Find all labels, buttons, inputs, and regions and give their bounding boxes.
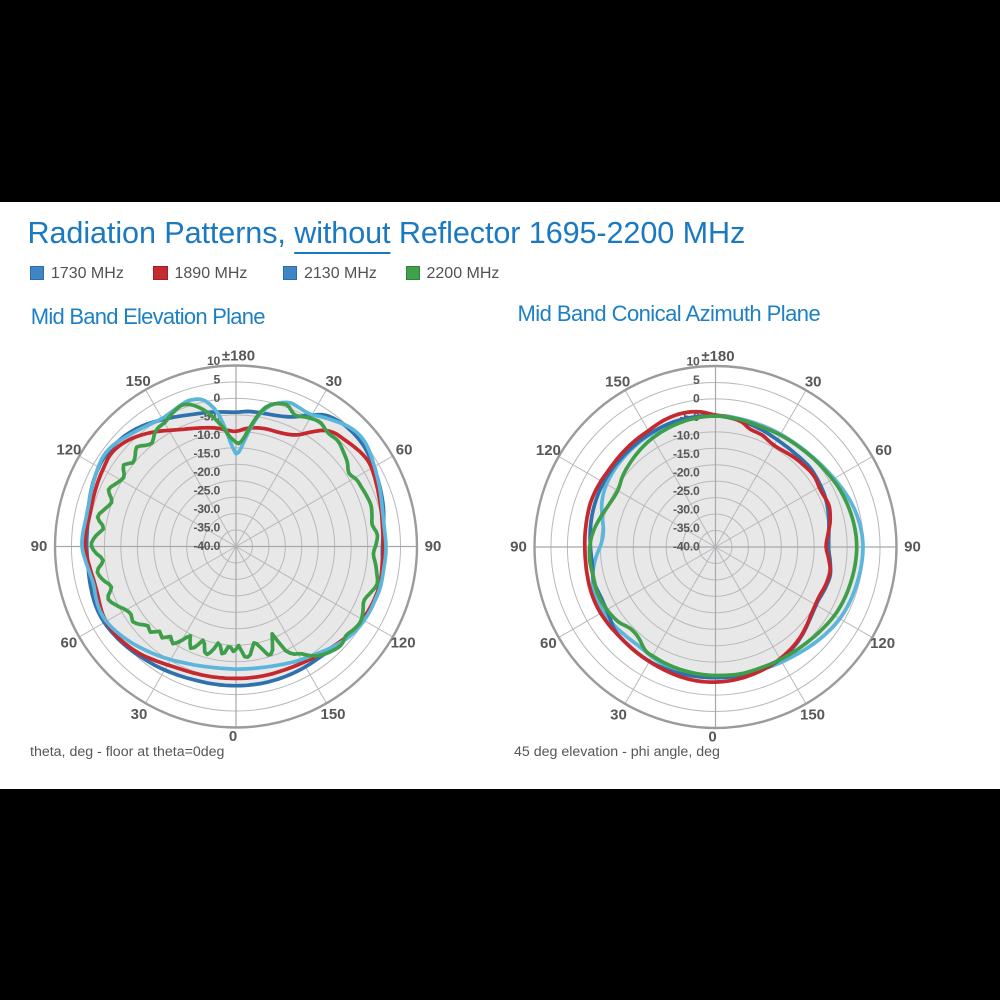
svg-text:-30.0: -30.0 — [673, 503, 700, 517]
svg-text:0: 0 — [708, 729, 716, 746]
svg-text:60: 60 — [396, 442, 413, 459]
svg-text:±180: ±180 — [222, 348, 255, 365]
svg-text:0: 0 — [693, 392, 700, 406]
svg-text:5: 5 — [213, 373, 220, 387]
svg-text:-25.0: -25.0 — [193, 484, 220, 498]
svg-text:120: 120 — [56, 442, 81, 459]
svg-text:-10.0: -10.0 — [673, 429, 700, 443]
svg-text:150: 150 — [320, 706, 345, 723]
svg-text:±180: ±180 — [701, 348, 734, 365]
svg-text:120: 120 — [870, 635, 895, 652]
svg-text:30: 30 — [325, 373, 342, 390]
svg-text:-20.0: -20.0 — [193, 465, 220, 479]
svg-text:60: 60 — [875, 442, 892, 459]
svg-text:-35.0: -35.0 — [673, 521, 700, 535]
svg-text:0: 0 — [213, 391, 220, 405]
svg-text:90: 90 — [425, 538, 442, 555]
svg-text:90: 90 — [904, 539, 921, 556]
svg-text:150: 150 — [605, 373, 630, 390]
svg-text:-40.0: -40.0 — [193, 539, 220, 553]
svg-text:30: 30 — [610, 707, 627, 724]
svg-text:10: 10 — [686, 355, 700, 369]
svg-text:0: 0 — [229, 728, 237, 745]
svg-text:-10.0: -10.0 — [193, 428, 220, 442]
svg-text:5: 5 — [693, 373, 700, 387]
svg-text:30: 30 — [805, 373, 822, 390]
svg-text:30: 30 — [131, 706, 148, 723]
svg-text:-40.0: -40.0 — [673, 540, 700, 554]
svg-text:-15.0: -15.0 — [673, 447, 700, 461]
svg-text:60: 60 — [540, 635, 557, 652]
svg-text:90: 90 — [31, 538, 48, 555]
svg-text:150: 150 — [800, 707, 825, 724]
svg-text:120: 120 — [391, 635, 416, 652]
svg-text:-15.0: -15.0 — [193, 447, 220, 461]
svg-text:-20.0: -20.0 — [673, 466, 700, 480]
svg-text:150: 150 — [126, 373, 151, 390]
svg-text:90: 90 — [510, 539, 527, 556]
svg-text:-25.0: -25.0 — [673, 484, 700, 498]
svg-text:60: 60 — [61, 635, 78, 652]
svg-text:120: 120 — [536, 442, 561, 459]
svg-text:-35.0: -35.0 — [193, 521, 220, 535]
svg-text:-30.0: -30.0 — [193, 502, 220, 516]
svg-text:10: 10 — [207, 354, 221, 368]
